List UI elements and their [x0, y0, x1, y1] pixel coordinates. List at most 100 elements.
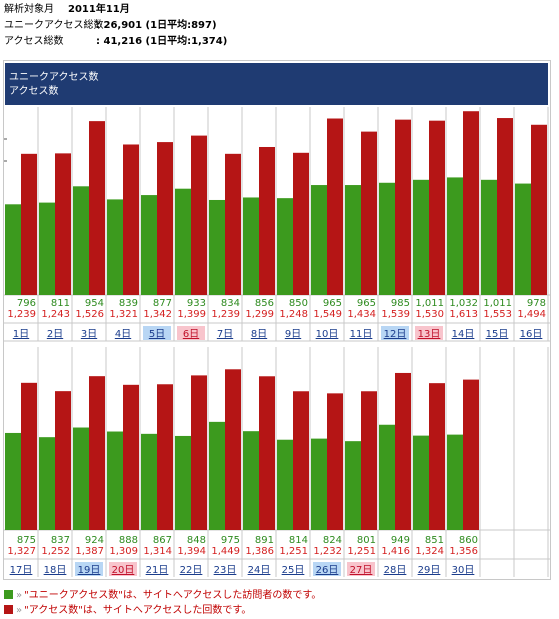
access-bar: [395, 119, 411, 295]
day-link[interactable]: 24日: [248, 565, 271, 576]
day-link[interactable]: 11日: [350, 329, 373, 340]
day-highlight: [415, 326, 443, 340]
access-value-label: 1,239: [211, 309, 240, 320]
day-highlight: [313, 562, 341, 576]
day-link[interactable]: 7日: [217, 329, 233, 340]
unique-bar: [243, 197, 259, 295]
legend-header: ユニークアクセス数 アクセス数: [5, 63, 548, 105]
day-link[interactable]: 28日: [384, 565, 407, 576]
day-link[interactable]: 12日: [384, 329, 407, 340]
access-bar: [361, 391, 377, 530]
access-value-label: 1,251: [279, 546, 308, 557]
access-value-label: 1,526: [75, 309, 104, 320]
unique-value-label: 834: [221, 298, 240, 309]
footnote-arrow-icon: »: [16, 605, 23, 616]
period-row: 解析対象月 2011年11月: [4, 2, 227, 18]
access-bar: [361, 131, 377, 295]
access-value-label: 1,239: [7, 309, 36, 320]
footnote-unique: » "ユニークアクセス数"は、サイトへアクセスした訪問者の数です。: [4, 589, 321, 603]
unique-bar: [311, 438, 327, 530]
day-link[interactable]: 27日: [350, 565, 373, 576]
unique-value-label: 949: [391, 535, 410, 546]
unique-bar: [379, 182, 395, 295]
day-link[interactable]: 5日: [149, 329, 165, 340]
unique-value-label: 1,011: [483, 298, 512, 309]
day-link[interactable]: 1日: [13, 329, 29, 340]
unique-bar: [413, 435, 429, 530]
access-value-label: 1,252: [41, 546, 70, 557]
access-value-label: 1,387: [75, 546, 104, 557]
unique-bar: [311, 185, 327, 295]
unique-value-label: 1,032: [449, 298, 478, 309]
access-value-label: 1,434: [347, 309, 376, 320]
unique-value-label: 867: [153, 535, 172, 546]
day-link[interactable]: 18日: [44, 565, 67, 576]
day-link[interactable]: 15日: [486, 329, 509, 340]
unique-value-label: 954: [85, 298, 104, 309]
access-bar: [89, 376, 105, 530]
access-bar: [89, 121, 105, 296]
unique-value-label: 888: [119, 535, 138, 546]
unique-bar: [5, 432, 21, 530]
day-link[interactable]: 9日: [285, 329, 301, 340]
unique-bar: [39, 437, 55, 530]
day-link[interactable]: 21日: [146, 565, 169, 576]
access-bar: [429, 120, 445, 295]
unique-bar: [175, 435, 191, 530]
unique-bar: [447, 434, 463, 530]
access-bar: [21, 153, 37, 295]
unique-value-label: 811: [51, 298, 70, 309]
day-highlight: [75, 562, 103, 576]
day-link[interactable]: 16日: [520, 329, 543, 340]
day-link[interactable]: 19日: [78, 565, 101, 576]
unique-value-label: 891: [255, 535, 274, 546]
day-link[interactable]: 13日: [418, 329, 441, 340]
access-bar: [293, 391, 309, 530]
unique-bar: [73, 427, 89, 530]
unique-value-label: 924: [85, 535, 104, 546]
unique-value-label: 933: [187, 298, 206, 309]
unique-value-label: 801: [357, 535, 376, 546]
access-value-label: 1,553: [483, 309, 512, 320]
day-link[interactable]: 17日: [10, 565, 33, 576]
footnote-unique-text: "ユニークアクセス数"は、サイトへアクセスした訪問者の数です。: [24, 590, 322, 601]
unique-value-label: 965: [323, 298, 342, 309]
access-value-label: 1,232: [313, 546, 342, 557]
unique-value-label: 814: [289, 535, 308, 546]
access-total-value: : 41,216 (1日平均:1,374): [96, 36, 228, 47]
period-value: 2011年11月: [68, 4, 130, 15]
day-link[interactable]: 6日: [183, 329, 199, 340]
access-value-label: 1,356: [449, 546, 478, 557]
day-link[interactable]: 26日: [316, 565, 339, 576]
unique-value-label: 837: [51, 535, 70, 546]
unique-bar: [345, 441, 361, 530]
access-bar: [157, 142, 173, 295]
access-value-label: 1,314: [143, 546, 172, 557]
access-bar: [531, 124, 547, 296]
day-link[interactable]: 3日: [81, 329, 97, 340]
unique-value-label: 856: [255, 298, 274, 309]
unique-total-label: ユニークアクセス総数: [4, 20, 104, 31]
daily-access-chart: 7961,2391日8111,2432日9541,5263日8391,3214日…: [4, 107, 550, 577]
access-value-label: 1,394: [177, 546, 206, 557]
access-value-label: 1,386: [245, 546, 274, 557]
day-link[interactable]: 14日: [452, 329, 475, 340]
unique-value-label: 824: [323, 535, 342, 546]
day-link[interactable]: 22日: [180, 565, 203, 576]
access-bar: [429, 383, 445, 530]
day-link[interactable]: 4日: [115, 329, 131, 340]
day-highlight: [143, 326, 171, 340]
day-link[interactable]: 2日: [47, 329, 63, 340]
day-link[interactable]: 8日: [251, 329, 267, 340]
day-link[interactable]: 20日: [112, 565, 135, 576]
day-link[interactable]: 30日: [452, 565, 475, 576]
day-link[interactable]: 10日: [316, 329, 339, 340]
unique-value-label: 975: [221, 535, 240, 546]
day-link[interactable]: 25日: [282, 565, 305, 576]
day-link[interactable]: 29日: [418, 565, 441, 576]
unique-value-label: 875: [17, 535, 36, 546]
access-value-label: 1,321: [109, 309, 138, 320]
access-bar: [55, 153, 71, 295]
day-link[interactable]: 23日: [214, 565, 237, 576]
access-bar: [55, 391, 71, 530]
